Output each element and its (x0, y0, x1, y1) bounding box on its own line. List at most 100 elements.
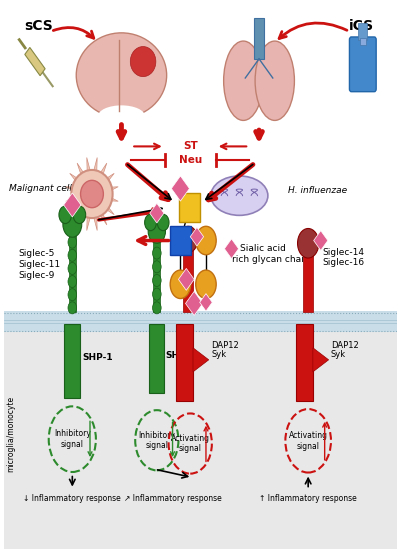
Text: Siglec-9: Siglec-9 (18, 271, 55, 279)
Text: SHP-1: SHP-1 (166, 351, 196, 360)
Circle shape (68, 302, 77, 314)
Bar (183, 247, 193, 312)
Circle shape (68, 262, 77, 274)
Bar (297, 324, 313, 401)
Text: H. influenzae: H. influenzae (289, 186, 347, 195)
Bar (176, 324, 193, 401)
Bar (170, 226, 191, 255)
Ellipse shape (255, 41, 295, 120)
Ellipse shape (224, 41, 263, 120)
Polygon shape (314, 230, 328, 250)
Text: rich glycan chain: rich glycan chain (232, 255, 309, 264)
Bar (64, 324, 80, 398)
Text: ↑ Inflammatory response: ↑ Inflammatory response (259, 494, 357, 503)
Text: ↓ Inflammatory response: ↓ Inflammatory response (23, 494, 121, 503)
Text: DAP12: DAP12 (331, 340, 359, 350)
Bar (4, 319, 397, 548)
Ellipse shape (211, 176, 268, 216)
Text: SHP-1: SHP-1 (82, 353, 113, 361)
Circle shape (63, 211, 82, 237)
Polygon shape (200, 294, 212, 311)
Text: Syk: Syk (211, 350, 226, 359)
Polygon shape (87, 210, 92, 230)
Text: Siglec-11: Siglec-11 (18, 260, 60, 268)
Bar (69, 227, 76, 312)
Circle shape (196, 226, 216, 255)
Bar (4, 311, 397, 332)
Polygon shape (224, 239, 238, 258)
Polygon shape (64, 193, 81, 217)
Bar (179, 194, 200, 222)
Circle shape (59, 206, 72, 223)
Ellipse shape (71, 170, 113, 218)
Polygon shape (172, 176, 189, 201)
Circle shape (148, 219, 166, 243)
Polygon shape (77, 207, 87, 225)
Circle shape (68, 236, 77, 248)
Text: Siglec-5: Siglec-5 (18, 249, 55, 257)
Text: DAP12: DAP12 (211, 340, 239, 350)
Polygon shape (178, 268, 194, 290)
Circle shape (68, 276, 77, 288)
Ellipse shape (80, 180, 103, 208)
Ellipse shape (76, 33, 167, 118)
Polygon shape (92, 157, 97, 178)
Text: microglia/monocyte: microglia/monocyte (6, 395, 15, 472)
Text: Activating
signal: Activating signal (171, 434, 210, 453)
Polygon shape (185, 292, 203, 316)
Text: ↗ Inflammatory response: ↗ Inflammatory response (124, 494, 221, 503)
Bar (360, 37, 365, 45)
Circle shape (298, 228, 319, 258)
Polygon shape (70, 173, 83, 187)
Polygon shape (66, 187, 80, 194)
Text: Inhibitory
signal: Inhibitory signal (54, 430, 91, 449)
Circle shape (179, 226, 198, 252)
Circle shape (152, 247, 161, 259)
Text: Sialic acid: Sialic acid (240, 244, 286, 253)
Polygon shape (101, 201, 114, 214)
Polygon shape (97, 163, 107, 182)
Circle shape (68, 289, 77, 301)
FancyBboxPatch shape (349, 37, 376, 92)
Polygon shape (150, 204, 164, 223)
Circle shape (144, 214, 156, 230)
Polygon shape (313, 348, 329, 372)
Text: Siglec-14: Siglec-14 (323, 248, 365, 256)
Polygon shape (103, 194, 118, 201)
Text: Inhibitory
signal: Inhibitory signal (139, 431, 175, 450)
Text: ST: ST (183, 141, 198, 151)
Ellipse shape (130, 47, 156, 76)
Polygon shape (66, 194, 80, 201)
Circle shape (152, 288, 161, 300)
Text: Activating
signal: Activating signal (289, 431, 328, 450)
Text: Siglec-16: Siglec-16 (323, 258, 365, 267)
Circle shape (196, 270, 216, 299)
Polygon shape (101, 173, 114, 187)
Text: Neu: Neu (179, 155, 202, 165)
Bar (153, 238, 160, 312)
Ellipse shape (98, 106, 145, 127)
Polygon shape (97, 207, 107, 225)
Bar (359, 23, 367, 40)
Polygon shape (25, 47, 45, 76)
Circle shape (152, 274, 161, 287)
Bar (149, 324, 164, 393)
Circle shape (73, 206, 86, 223)
Text: sCS: sCS (25, 19, 53, 33)
Circle shape (170, 270, 191, 299)
Text: Syk: Syk (331, 350, 346, 359)
Polygon shape (77, 163, 87, 182)
Polygon shape (92, 210, 97, 230)
Bar (303, 250, 313, 312)
Circle shape (152, 302, 161, 314)
Polygon shape (103, 187, 118, 194)
Bar (254, 18, 264, 59)
Text: Malignant cell: Malignant cell (10, 184, 72, 193)
Polygon shape (87, 157, 92, 178)
Circle shape (157, 214, 169, 230)
Polygon shape (70, 201, 83, 214)
Circle shape (68, 249, 77, 261)
Polygon shape (190, 227, 204, 246)
Polygon shape (193, 348, 209, 372)
Text: iCS: iCS (349, 19, 374, 33)
